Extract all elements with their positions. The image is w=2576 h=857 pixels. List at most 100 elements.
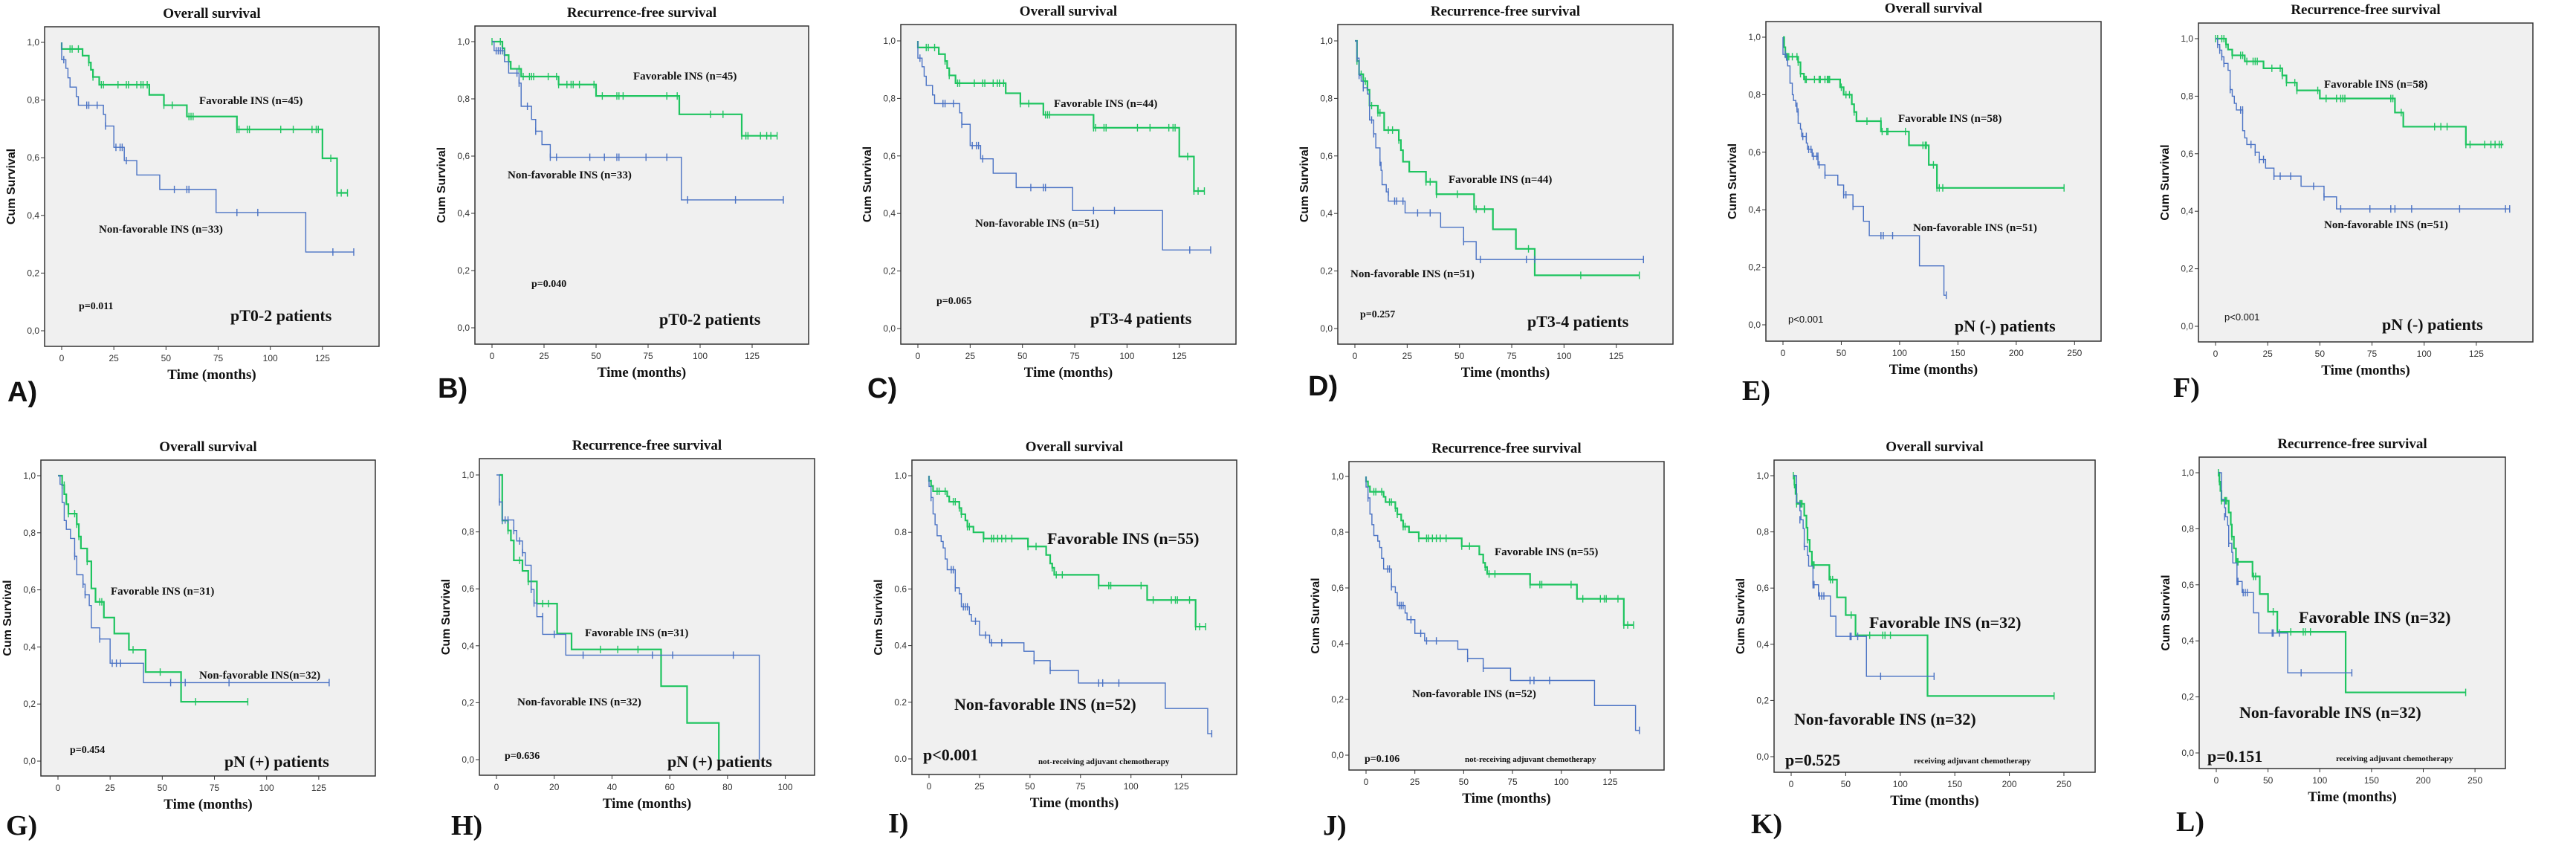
y-tick-label: 0,0 [1756,751,1769,762]
y-tick-label: 0,6 [1331,583,1344,593]
plot-area [1773,459,2096,773]
x-tick-label: 0 [494,782,499,792]
x-tick-label: 50 [1836,348,1847,358]
y-tick-label: 0,2 [2181,692,2194,702]
p-value: p=0.040 [531,279,566,290]
y-axis-label: Cum Survival [1298,146,1311,222]
y-tick-label: 0,6 [462,583,474,594]
x-tick-label: 100 [2417,349,2432,359]
km-chart-svg: Recurrence-free survival 0,0 0,2 0,4 0,6 0,8 1… [1298,4,1674,402]
curve-label-non-favorable: Non-favorable INS (n=51) [1913,222,2037,234]
x-tick-label: 0 [927,781,932,792]
y-tick-label: 0,8 [23,528,36,538]
x-tick-label: 50 [1025,781,1035,792]
km-panel-i: Overall survival 0.0 0.2 0.4 0.6 0.8 1.0 0 25 50 7… [858,431,1288,857]
x-tick-label: 100 [2312,775,2327,786]
curve-label-favorable: Favorable INS (n=44) [1449,174,1552,186]
x-tick-label: 25 [105,783,115,793]
panel-letter: L) [2176,806,2204,838]
y-axis-label: Cum Survival [1735,578,1747,654]
y-axis-label: Cum Survival [861,146,874,222]
y-tick-label: 1,0 [27,37,39,48]
x-axis-label: Time (months) [2321,363,2410,378]
x-tick-label: 0 [1789,779,1794,789]
curve-label-favorable: Favorable INS (n=45) [199,95,302,107]
chart-title: Overall survival [1026,439,1123,455]
y-tick-label: 0,8 [2181,523,2194,534]
km-chart-svg: Recurrence-free survival 0,0 0,2 0,4 0,6 0,8 1… [2160,436,2506,838]
chart-title: Recurrence-free survival [2291,2,2440,18]
x-tick-label: 125 [311,783,326,793]
panel-letter: E) [1742,375,1770,407]
panel-letter: H) [451,810,482,841]
km-chart-svg: Overall survival 0,0 0,2 0,4 0,6 0,8 1,0 0 25 50 7… [5,6,380,408]
km-panel-h: Recurrence-free survival 0,0 0,2 0,4 0,6 0,8 1… [429,431,858,857]
survival-curve-favorable [1783,36,2065,189]
x-tick-label: 100 [778,782,793,792]
y-tick-label: 0,2 [2181,264,2193,274]
y-tick-label: 1.0 [894,470,907,481]
x-tick-label: 100 [1556,351,1571,361]
survival-curve-non-favorable [1793,475,1935,677]
y-tick-label: 0.8 [894,527,907,537]
y-tick-label: 0,4 [462,641,474,651]
x-tick-label: 20 [549,782,560,792]
survival-curve-favorable [916,41,1205,193]
subgroup-label: pT3-4 patients [1527,312,1629,331]
curve-label-favorable: Favorable INS (n=55) [1047,529,1199,548]
plot-area [911,459,1237,775]
x-axis-label: Time (months) [598,365,686,381]
panel-letter: C) [867,373,897,404]
y-axis-label: Cum Survival [5,149,18,224]
y-axis-label: Cum Survival [2160,575,2172,650]
subgroup-label: pN (-) patients [2382,315,2483,334]
p-value: p=0.151 [2207,747,2262,766]
x-tick-label: 100 [693,351,708,361]
y-tick-label: 0,6 [1320,151,1333,161]
y-tick-label: 1,0 [1748,32,1761,42]
x-tick-label: 75 [1075,781,1086,792]
chart-title: Recurrence-free survival [1431,4,1580,19]
subgroup-label: pT0-2 patients [230,306,332,325]
survival-curve-favorable [58,474,248,703]
y-axis-label: Cum Survival [1726,143,1739,219]
x-tick-label: 75 [210,783,220,793]
y-tick-label: 0,4 [1748,204,1761,215]
y-tick-label: 0,0 [2181,748,2194,758]
x-tick-label: 0 [1364,777,1369,787]
x-tick-label: 125 [2469,349,2484,359]
panel-letter: I) [888,808,908,839]
km-panel-e: Overall survival 0,0 0,2 0,4 0,6 0,8 1,0 0 50 100… [1717,0,2146,426]
y-tick-label: 0,0 [457,323,470,333]
y-tick-label: 0,0 [1320,323,1333,334]
survival-curve-favorable [1365,476,1634,626]
x-axis-label: Time (months) [1030,795,1119,811]
chart-title: Recurrence-free survival [572,438,722,453]
x-tick-label: 50 [1841,779,1851,789]
x-tick-label: 50 [1454,351,1465,361]
curve-label-favorable: Favorable INS (n=31) [585,627,688,639]
x-tick-label: 75 [2367,349,2378,359]
km-chart-svg: Overall survival 0.0 0.2 0.4 0.6 0.8 1.0 0 25 50 7… [873,439,1237,839]
y-tick-label: 1,0 [2181,33,2193,44]
x-tick-label: 75 [213,353,224,363]
y-tick-label: 0,2 [462,697,474,708]
y-tick-label: 0,8 [1320,93,1333,103]
km-panel-b: Recurrence-free survival 0,0 0,2 0,4 0,6 0,8 1… [429,0,858,426]
y-tick-label: 0.4 [894,641,907,651]
chart-title: Recurrence-free survival [1431,441,1581,456]
survival-curve-non-favorable [58,475,329,684]
y-tick-label: 0,6 [1756,583,1769,593]
chart-title: Overall survival [163,6,260,22]
x-axis-label: Time (months) [167,367,256,383]
km-chart-svg: Recurrence-free survival 0,0 0,2 0,4 0,6 0,8 1… [440,438,815,841]
p-value: p=0.636 [505,751,540,762]
km-chart-svg: Overall survival 0,0 0,2 0,4 0,6 0,8 1,0 0 25 50 7… [861,4,1237,404]
x-tick-label: 125 [745,351,760,361]
km-panel-d: Recurrence-free survival 0,0 0,2 0,4 0,6 0,8 1… [1287,0,1717,426]
x-tick-label: 75 [1507,351,1517,361]
subgroup-label: not-receiving adjuvant chemotherapy [1038,757,1170,766]
km-panel-f: Recurrence-free survival 0,0 0,2 0,4 0,6 0,8 1… [2146,0,2576,426]
km-chart-svg: Recurrence-free survival 0,0 0,2 0,4 0,6 0,8 1… [436,5,809,404]
y-axis-label: Cum Survival [873,579,885,655]
